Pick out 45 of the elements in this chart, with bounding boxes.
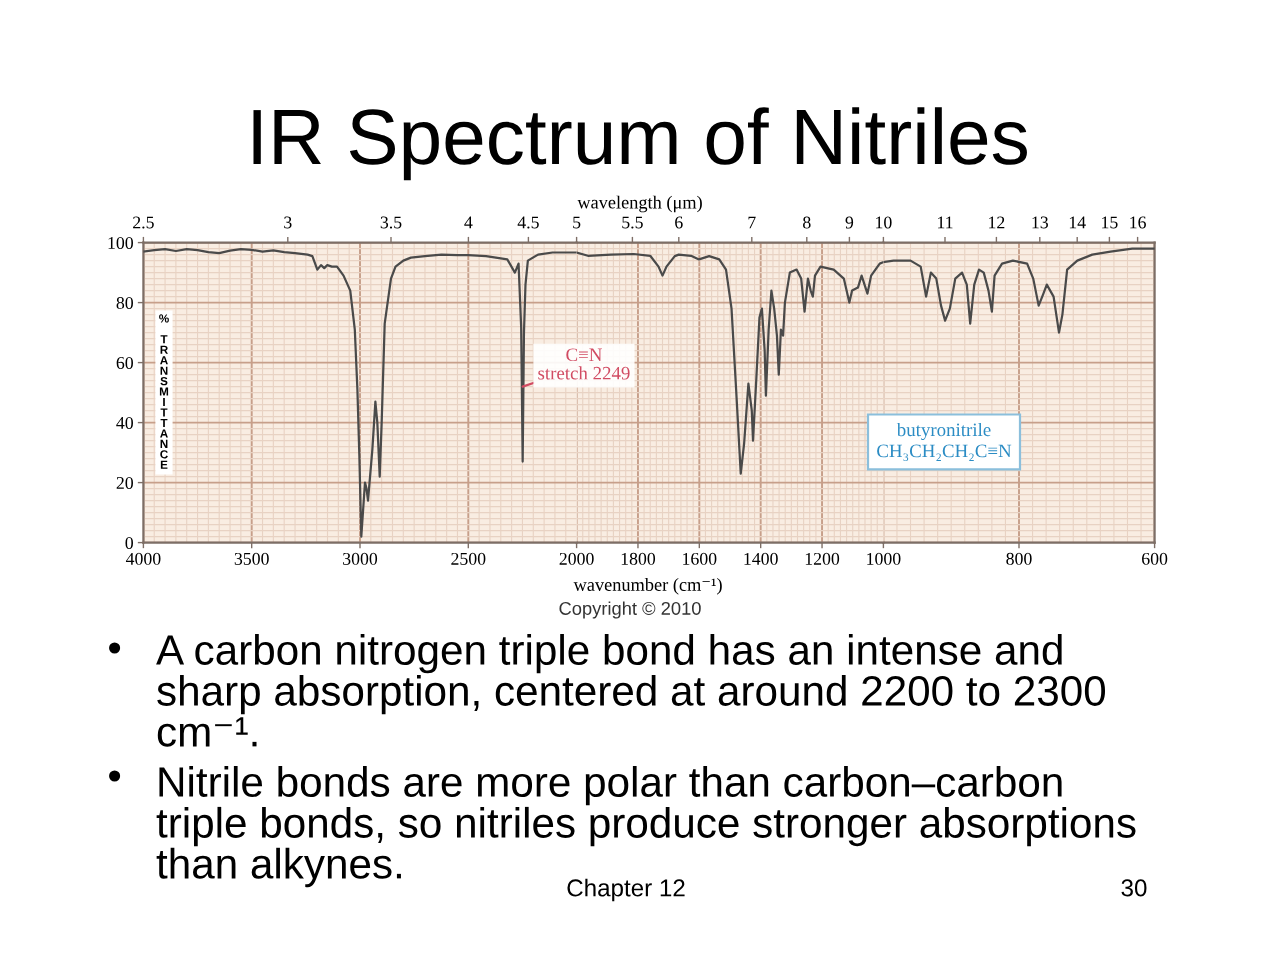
y-tick-label: 100 (108, 236, 133, 249)
y-tick-label: 60 (116, 356, 133, 369)
x-tick-label: 1400 (744, 552, 778, 565)
text: 2.5 (133, 216, 154, 229)
x-tick-label: 2000 (559, 552, 594, 565)
text: 3.5 (380, 216, 402, 229)
chart-title: IR Spectrum of Nitriles (253, 107, 1027, 181)
x-tick-label: 800 (1006, 552, 1032, 565)
text: 8 (803, 216, 811, 229)
text: 30 (1121, 879, 1147, 897)
y-tick-label: 80 (116, 296, 133, 309)
text: 3 (284, 216, 292, 229)
text: 11 (938, 216, 953, 229)
text: Chapter 12 (567, 878, 685, 902)
text: 9 (845, 216, 854, 229)
y-tick-label: 40 (116, 416, 133, 429)
y-tick-label: 20 (116, 476, 133, 489)
text: wavelength (μm) (577, 195, 702, 213)
text: 10 (876, 216, 892, 229)
x-tick-label: 1800 (621, 552, 656, 565)
text: 4 (464, 216, 473, 229)
text: 12 (989, 216, 1005, 229)
text: 7 (748, 216, 756, 229)
x-tick-label: 1200 (805, 552, 840, 565)
y-tick-label: 0 (125, 536, 133, 549)
text: A carbon nitrogen triple bond has an intense and sharp absorption, centered at around 2200 to 2300 cm⁻¹. (156, 634, 1106, 747)
annotation: butyronitrile CH₃CH₂CH₂C≡N (877, 422, 1012, 461)
x-tick-label: 600 (1142, 552, 1168, 565)
text: 16 (1130, 216, 1146, 229)
text: 6 (675, 216, 683, 229)
x-tick-label: 2500 (451, 552, 486, 565)
annotation: C≡N stretch 2249 (538, 348, 630, 380)
x-tick-label: 3000 (343, 552, 378, 565)
text: 15 (1102, 216, 1118, 229)
x-axis-title: wavenumber (cm⁻¹) (573, 578, 722, 595)
text: 5.5 (622, 216, 643, 229)
x-tick-label: 3500 (234, 552, 269, 565)
text: 4.5 (517, 216, 539, 229)
text: 14 (1069, 216, 1086, 229)
text: Copyright © 2010 (559, 601, 701, 619)
x-tick-label: 1600 (683, 552, 717, 565)
text: 13 (1032, 216, 1048, 229)
x-tick-label: 1000 (867, 552, 901, 565)
x-tick-label: 4000 (125, 552, 161, 565)
text: 5 (573, 216, 581, 229)
